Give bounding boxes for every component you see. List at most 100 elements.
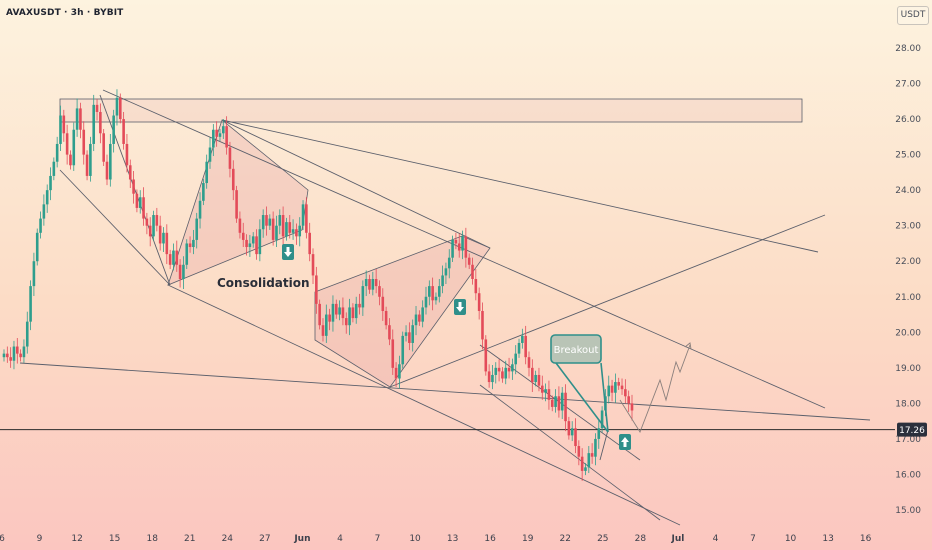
candle-body [348,307,351,326]
candle [428,280,431,306]
time-axis: 6 9 12 15 18 21 24 27 Jun 4 7 10 13 16 19 22 25 28 Jul 4 7 10… [0,534,872,544]
candle-body [531,367,534,383]
candle-body [331,303,335,322]
candle-body [527,357,531,368]
candle [39,211,42,239]
candle-body [118,97,122,120]
time-tick-label: 24 [222,534,234,544]
candle [408,322,411,351]
candle-body [202,183,205,201]
candle-body [580,456,584,471]
candle [271,211,275,246]
candle [162,227,165,252]
price-axis: 15.00 16.00 17.00 18.00 19.00 20.00 21.00 22.00… [895,44,927,516]
candle [527,351,531,377]
candle-body [311,254,315,276]
candle [358,293,361,315]
candle [494,362,498,384]
candle-body [95,104,99,112]
candle [132,170,135,204]
candle-body [494,367,498,375]
price-tick-label: 23.00 [895,222,921,232]
candle [620,378,624,395]
candle [491,365,494,390]
candle [557,386,561,418]
candle [391,329,395,375]
candle-body [318,303,321,326]
candle [35,228,39,266]
candle [99,103,102,144]
candle-body [215,129,218,137]
candle [45,184,49,213]
down-arrow-icon-glyph [456,302,464,312]
candle [32,252,36,297]
candle [481,302,484,350]
candle-body [391,339,395,368]
candle [354,296,358,324]
candle-body [501,371,504,379]
candle [265,206,268,236]
candle-body [487,371,491,383]
candle [570,421,574,442]
time-tick-label: 21 [184,534,195,544]
candle-body [235,190,238,219]
candle-body [198,200,202,219]
candle [85,150,89,181]
projection-path [619,344,691,434]
candle [334,299,338,319]
candle [311,248,315,284]
candle-body [6,353,9,358]
candle-body [590,453,594,457]
candle-body [125,143,129,166]
candle [295,223,298,245]
candle [255,229,258,260]
candle [89,136,92,182]
candle [547,380,551,410]
candle-body [9,357,12,361]
candle-body [437,286,441,297]
candle-body [132,179,135,194]
up-arrow-icon [619,434,631,450]
trend-line [479,384,661,521]
candle-body [471,264,474,279]
candle [630,394,634,421]
candle [321,318,325,342]
time-tick-label: 28 [635,534,647,544]
candle [564,384,567,432]
candle-body [255,236,258,255]
up-arrow-icon-glyph [621,437,629,447]
candle-body [32,261,36,287]
candle [59,105,62,152]
candle [531,359,534,393]
candle-body [185,243,189,265]
candle [238,211,242,239]
time-tick-label: 15 [109,534,120,544]
candle-body [328,314,331,322]
candle [205,154,208,189]
candle-body [567,421,571,436]
candle [158,215,162,251]
candle-body [145,218,149,226]
candle [278,209,282,235]
price-tick-label: 25.00 [895,151,921,161]
time-tick-label: 10 [785,534,797,544]
candle-body [152,215,155,237]
candle [540,375,544,400]
candle [444,262,448,284]
candle-body [172,250,175,265]
candle-body [325,314,328,336]
candle [301,200,305,230]
candle [2,349,6,362]
candle [212,124,215,157]
candle [418,310,421,326]
price-tick-label: 22.00 [895,257,921,267]
candle [411,319,414,352]
candle [610,379,614,402]
currency-button[interactable]: USDT [897,6,929,25]
candle [338,300,341,321]
candle [82,121,86,165]
candle-body [25,321,29,347]
candle-body [258,229,262,255]
candle-body [218,133,222,137]
